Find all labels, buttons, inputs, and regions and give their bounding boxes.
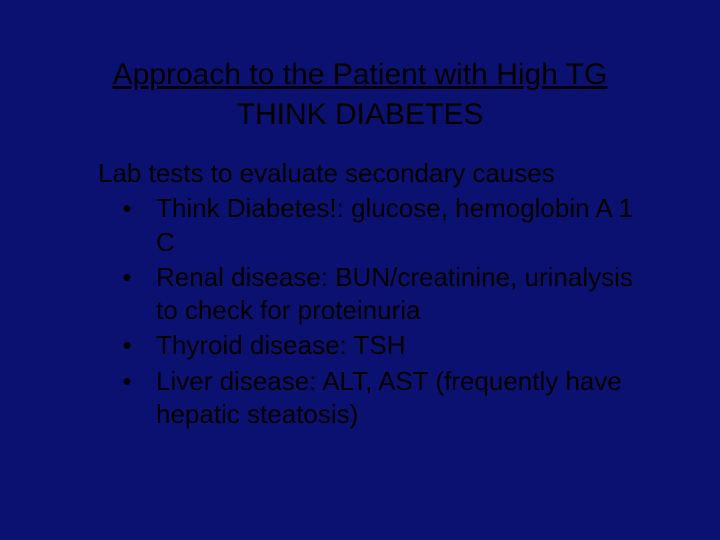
- bullet-marker-icon: •: [98, 365, 156, 432]
- bullet-item: • Thyroid disease: TSH: [98, 329, 640, 362]
- title-line-1: Approach to the Patient with High TG: [80, 56, 640, 94]
- bullet-item: • Renal disease: BUN/creatinine, urinaly…: [98, 261, 640, 328]
- bullet-marker-icon: •: [98, 261, 156, 328]
- bullet-item: • Liver disease: ALT, AST (frequently ha…: [98, 365, 640, 432]
- slide-body: Lab tests to evaluate secondary causes •…: [80, 157, 640, 431]
- title-line-2: THINK DIABETES: [80, 96, 640, 134]
- slide: Approach to the Patient with High TG THI…: [0, 0, 720, 540]
- bullet-marker-icon: •: [98, 329, 156, 362]
- bullet-text: Thyroid disease: TSH: [156, 329, 640, 362]
- bullet-item: • Think Diabetes!: glucose, hemoglobin A…: [98, 192, 640, 259]
- bullet-text: Renal disease: BUN/creatinine, urinalysi…: [156, 261, 640, 328]
- slide-title: Approach to the Patient with High TG THI…: [80, 56, 640, 133]
- bullet-text: Think Diabetes!: glucose, hemoglobin A 1…: [156, 192, 640, 259]
- body-lead: Lab tests to evaluate secondary causes: [98, 157, 640, 190]
- bullet-text: Liver disease: ALT, AST (frequently have…: [156, 365, 640, 432]
- bullet-marker-icon: •: [98, 192, 156, 259]
